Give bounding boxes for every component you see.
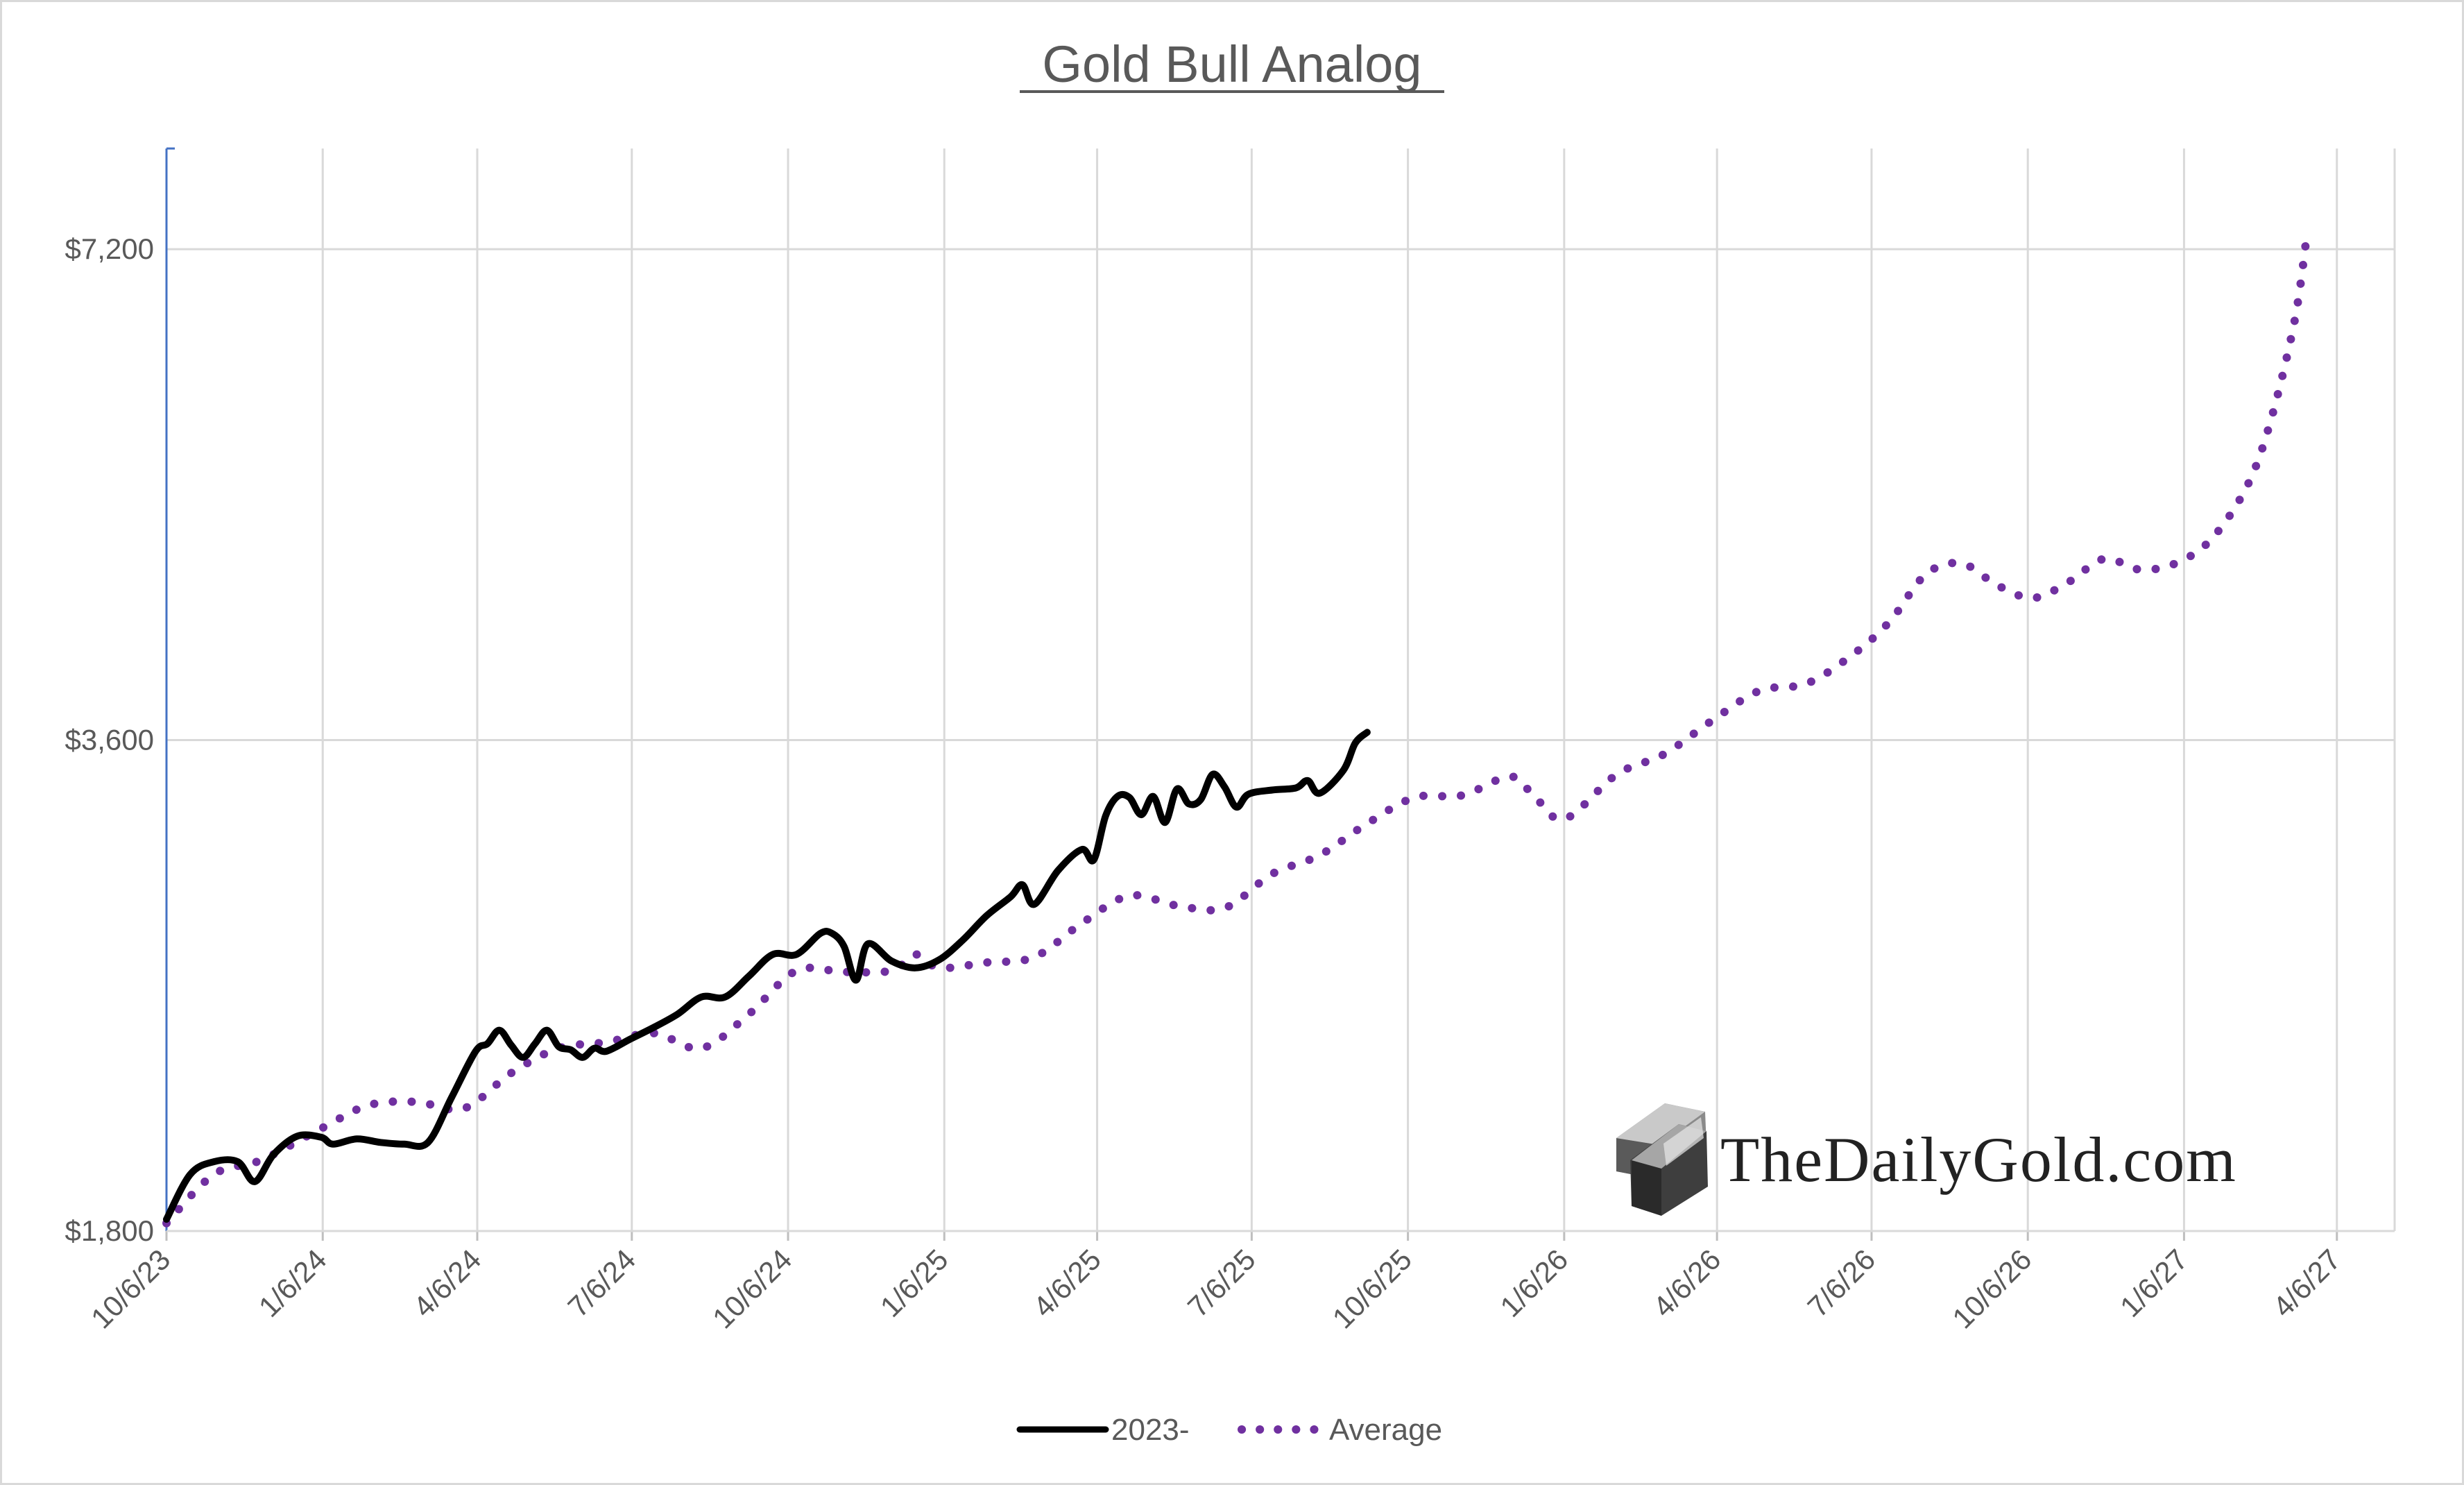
gold-bar-logo-icon: [1616, 1103, 1708, 1216]
x-tick-label: 10/6/25: [1326, 1243, 1418, 1334]
gridlines: [166, 148, 2396, 1232]
series-average-line: [162, 235, 2311, 1228]
x-tick-label: 1/6/24: [253, 1243, 333, 1323]
x-tick-label: 10/6/23: [85, 1243, 176, 1334]
legend-item-2023[interactable]: 2023-: [1016, 1413, 1190, 1447]
x-tick-labels: 10/6/23 1/6/24 4/6/24 7/6/24 10/6/24 1/6/25 4/…: [85, 1243, 2347, 1334]
x-tick-label: 10/6/26: [1946, 1243, 2037, 1334]
x-tick-label: 10/6/24: [706, 1243, 798, 1334]
brand-text: TheDailyGold.com: [1720, 1124, 2237, 1195]
legend-item-average[interactable]: Average: [1238, 1413, 1442, 1447]
series-2023-line: [163, 729, 1371, 1223]
y-tick-label: $1,800: [65, 1214, 154, 1247]
y-tick-label: $7,200: [65, 232, 154, 265]
x-tick-label: 4/6/27: [2266, 1243, 2347, 1323]
legend-label-average: Average: [1329, 1413, 1442, 1447]
watermark: TheDailyGold.com: [1616, 1103, 2237, 1216]
y-tick-labels: $1,800 $3,600 $7,200: [65, 232, 154, 1247]
x-tick-label: 7/6/25: [1181, 1243, 1262, 1323]
x-tick-label: 7/6/26: [1802, 1243, 1882, 1323]
x-tick-label: 7/6/24: [561, 1243, 642, 1323]
x-tick-label: 4/6/24: [407, 1243, 488, 1323]
x-tick-label: 4/6/26: [1647, 1243, 1727, 1323]
x-tick-label: 4/6/25: [1027, 1243, 1107, 1323]
axes: [165, 147, 2395, 1241]
legend: 2023- Average: [1016, 1413, 1442, 1447]
legend-label-2023: 2023-: [1111, 1413, 1190, 1447]
x-tick-label: 1/6/25: [874, 1243, 955, 1323]
chart-title: Gold Bull Analog: [1042, 35, 1421, 93]
y-tick-label: $3,600: [65, 724, 154, 756]
x-tick-label: 1/6/26: [1494, 1243, 1574, 1323]
series-layer: [162, 235, 2311, 1228]
x-tick-label: 1/6/27: [2114, 1243, 2194, 1323]
